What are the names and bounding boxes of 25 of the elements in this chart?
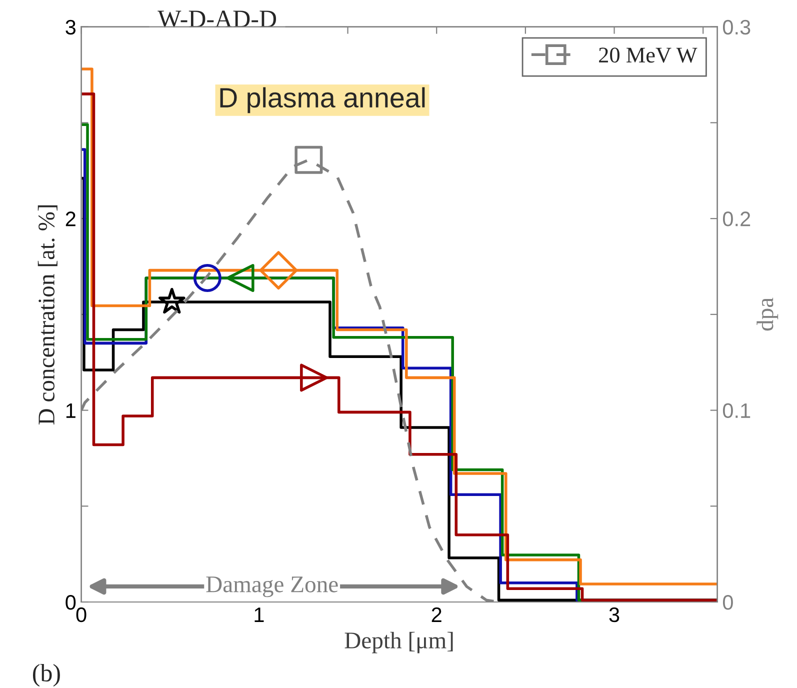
y2-axis-title: dpa <box>756 298 778 331</box>
x-tick-label: 2 <box>432 607 442 622</box>
x-tick-label: 1 <box>254 608 264 622</box>
x-axis-title: Depth [μm] <box>344 632 453 654</box>
y2-tick-label: 0.3 <box>722 20 750 35</box>
annotation: Damage Zone <box>206 576 338 598</box>
x-tick-label: 3 <box>609 607 620 622</box>
text: (b) <box>32 664 60 687</box>
y-tick-label: 2 <box>66 212 76 226</box>
y-tick-label: 1 <box>66 403 76 418</box>
y-tick-label: 3 <box>66 20 76 35</box>
y2-tick-label: 0.2 <box>722 212 750 226</box>
legend-label: 20 MeV W <box>599 48 698 63</box>
chart-title: W-D-AD-D <box>158 10 276 28</box>
point <box>259 251 298 290</box>
y-tick-label: 0 <box>66 595 76 610</box>
y-axis-title: D concentration [at. %] <box>38 205 58 425</box>
annotation: D plasma anneal <box>220 87 425 114</box>
point <box>158 288 186 314</box>
point <box>300 364 328 392</box>
x-tick-label: 0 <box>76 607 86 622</box>
point <box>193 264 222 292</box>
y2-tick-label: 0.1 <box>722 403 750 418</box>
point <box>226 264 254 292</box>
y2-tick-label: 0 <box>722 595 733 610</box>
